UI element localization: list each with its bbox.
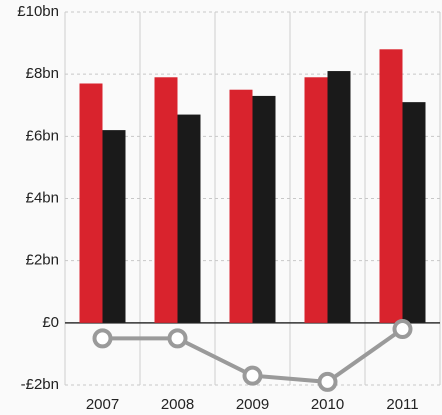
y-tick-label: £2bn [26, 252, 59, 269]
bar [304, 77, 328, 323]
bar [327, 71, 351, 323]
x-tick-label: 2011 [386, 396, 418, 413]
bar [102, 130, 126, 323]
bar [229, 89, 253, 323]
x-tick-label: 2010 [311, 396, 344, 413]
line-marker [167, 328, 188, 349]
bar [79, 83, 103, 323]
y-tick-label: £8bn [26, 65, 59, 82]
y-tick-label: £10bn [17, 3, 59, 20]
bar [177, 114, 201, 323]
line-marker [317, 371, 338, 392]
x-tick-label: 2008 [161, 396, 194, 413]
y-tick-label: £0 [42, 314, 59, 331]
y-tick-label: £6bn [26, 127, 59, 144]
line-marker [392, 319, 413, 340]
line-marker [242, 365, 263, 386]
line-marker [92, 328, 113, 349]
y-tick-label: £4bn [26, 189, 59, 206]
x-tick-label: 2007 [86, 396, 119, 413]
bar [402, 102, 426, 323]
x-tick-label: 2009 [236, 396, 269, 413]
bar [252, 95, 276, 323]
bar [154, 77, 178, 323]
bar [379, 49, 403, 323]
y-tick-label: -£2bn [21, 376, 59, 393]
